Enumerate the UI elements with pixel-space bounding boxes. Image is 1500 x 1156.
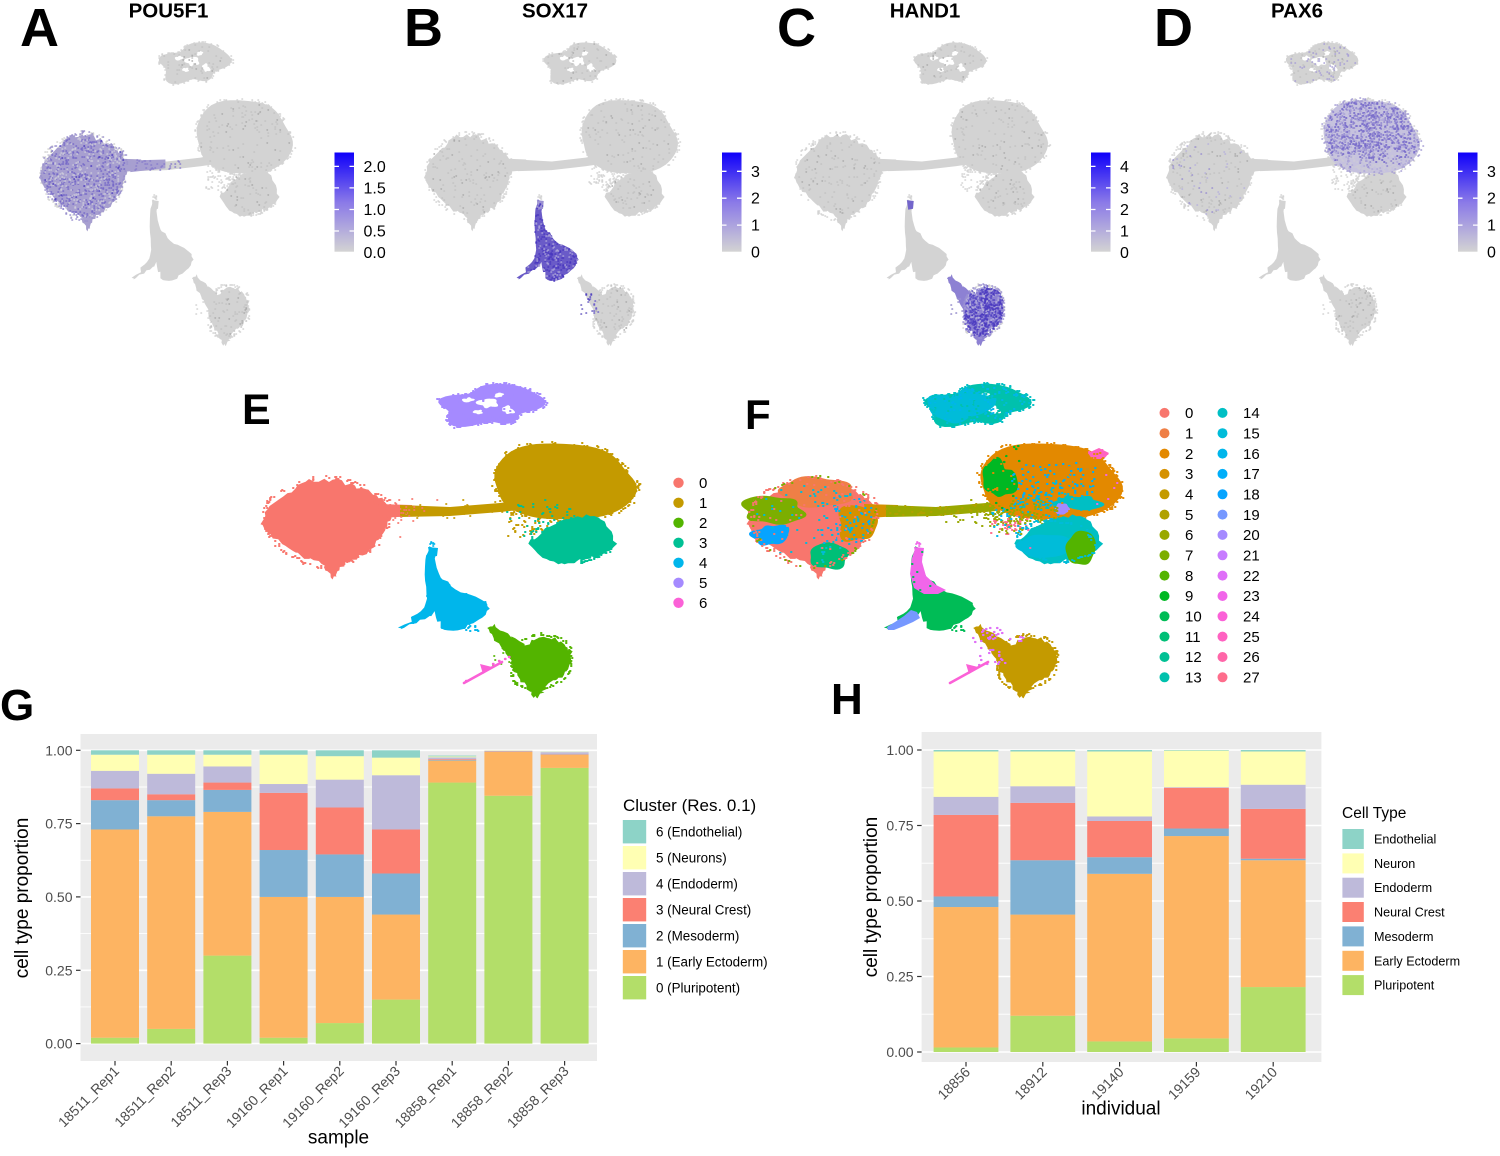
svg-text:Neuron: Neuron (1374, 857, 1415, 871)
svg-text:2 (Mesoderm): 2 (Mesoderm) (656, 929, 739, 944)
svg-text:3: 3 (1120, 180, 1129, 197)
svg-text:1: 1 (1120, 224, 1129, 241)
svg-text:A: A (20, 0, 59, 58)
svg-text:Cell Type: Cell Type (1342, 805, 1406, 822)
svg-text:1: 1 (751, 218, 760, 235)
svg-text:0.50: 0.50 (886, 893, 913, 909)
svg-text:0.0: 0.0 (364, 245, 386, 262)
svg-text:0.25: 0.25 (45, 962, 72, 978)
svg-text:23: 23 (1243, 588, 1260, 605)
svg-text:1.00: 1.00 (45, 742, 72, 758)
svg-text:F: F (745, 391, 771, 438)
svg-text:PAX6: PAX6 (1271, 0, 1323, 23)
svg-text:10: 10 (1185, 609, 1202, 626)
svg-text:3: 3 (751, 164, 760, 181)
svg-text:11: 11 (1185, 629, 1201, 646)
svg-text:3: 3 (699, 535, 707, 552)
svg-text:0.5: 0.5 (364, 224, 386, 241)
svg-text:2: 2 (699, 515, 707, 532)
svg-text:24: 24 (1243, 609, 1260, 626)
svg-text:2: 2 (1185, 446, 1193, 463)
svg-text:Mesoderm: Mesoderm (1374, 930, 1434, 944)
svg-text:SOX17: SOX17 (522, 0, 588, 23)
svg-text:1: 1 (699, 495, 707, 512)
svg-text:1.00: 1.00 (886, 742, 913, 758)
svg-text:13: 13 (1185, 670, 1202, 687)
svg-text:22: 22 (1243, 568, 1260, 585)
svg-text:H: H (831, 675, 863, 724)
svg-text:6 (Endothelial): 6 (Endothelial) (656, 825, 742, 840)
svg-text:B: B (404, 0, 443, 58)
svg-text:sample: sample (308, 1128, 369, 1149)
svg-text:5: 5 (1185, 507, 1193, 524)
svg-text:3: 3 (1487, 164, 1496, 181)
svg-text:8: 8 (1185, 568, 1193, 585)
svg-text:14: 14 (1243, 405, 1260, 422)
svg-text:4: 4 (1185, 486, 1193, 503)
svg-text:E: E (242, 386, 271, 434)
svg-text:0: 0 (699, 475, 707, 492)
svg-text:0: 0 (751, 245, 760, 262)
svg-text:0: 0 (1185, 405, 1193, 422)
svg-text:G: G (0, 681, 34, 730)
svg-text:cell type proportion: cell type proportion (12, 818, 33, 979)
svg-text:4: 4 (699, 555, 707, 572)
svg-text:1: 1 (1487, 218, 1496, 235)
svg-text:19: 19 (1243, 507, 1260, 524)
svg-text:0.50: 0.50 (45, 889, 72, 905)
svg-text:Cluster (Res. 0.1): Cluster (Res. 0.1) (623, 796, 756, 815)
svg-text:20: 20 (1243, 527, 1260, 544)
svg-text:0: 0 (1487, 245, 1496, 262)
svg-text:2: 2 (751, 191, 760, 208)
svg-text:1.0: 1.0 (364, 202, 386, 219)
svg-text:cell type proportion: cell type proportion (861, 817, 882, 978)
svg-text:6: 6 (1185, 527, 1193, 544)
svg-text:0.75: 0.75 (886, 818, 913, 834)
svg-text:2: 2 (1120, 202, 1129, 219)
svg-text:2.0: 2.0 (364, 159, 386, 176)
svg-text:4 (Endoderm): 4 (Endoderm) (656, 877, 738, 892)
svg-text:POU5F1: POU5F1 (129, 0, 209, 23)
svg-text:individual: individual (1081, 1099, 1160, 1120)
svg-text:12: 12 (1185, 649, 1202, 666)
svg-text:21: 21 (1243, 547, 1260, 564)
svg-text:0.00: 0.00 (886, 1044, 913, 1060)
svg-text:3 (Neural Crest): 3 (Neural Crest) (656, 903, 751, 918)
svg-text:9: 9 (1185, 588, 1193, 605)
svg-text:Pluripotent: Pluripotent (1374, 979, 1435, 993)
svg-text:18: 18 (1243, 486, 1260, 503)
svg-text:Neural Crest: Neural Crest (1374, 906, 1445, 920)
svg-text:26: 26 (1243, 649, 1260, 666)
svg-text:15: 15 (1243, 425, 1260, 442)
svg-text:4: 4 (1120, 159, 1129, 176)
svg-text:D: D (1154, 0, 1193, 58)
svg-text:0 (Pluripotent): 0 (Pluripotent) (656, 981, 740, 996)
svg-text:27: 27 (1243, 670, 1260, 687)
svg-text:7: 7 (1185, 547, 1193, 564)
svg-text:0: 0 (1120, 245, 1129, 262)
svg-text:HAND1: HAND1 (890, 0, 961, 23)
svg-text:0.25: 0.25 (886, 969, 913, 985)
svg-text:Early Ectoderm: Early Ectoderm (1374, 954, 1460, 968)
svg-text:1: 1 (1185, 425, 1193, 442)
svg-text:1.5: 1.5 (364, 180, 386, 197)
svg-text:16: 16 (1243, 446, 1260, 463)
svg-text:2: 2 (1487, 191, 1496, 208)
svg-text:Endoderm: Endoderm (1374, 881, 1432, 895)
svg-text:5 (Neurons): 5 (Neurons) (656, 851, 727, 866)
svg-text:0.75: 0.75 (45, 816, 72, 832)
svg-text:Endothelial: Endothelial (1374, 833, 1436, 847)
svg-text:5: 5 (699, 575, 707, 592)
svg-text:0.00: 0.00 (45, 1036, 72, 1052)
svg-text:17: 17 (1243, 466, 1260, 483)
svg-text:25: 25 (1243, 629, 1260, 646)
svg-text:3: 3 (1185, 466, 1193, 483)
svg-text:C: C (777, 0, 816, 58)
svg-text:1 (Early Ectoderm): 1 (Early Ectoderm) (656, 955, 768, 970)
svg-text:6: 6 (699, 595, 707, 612)
